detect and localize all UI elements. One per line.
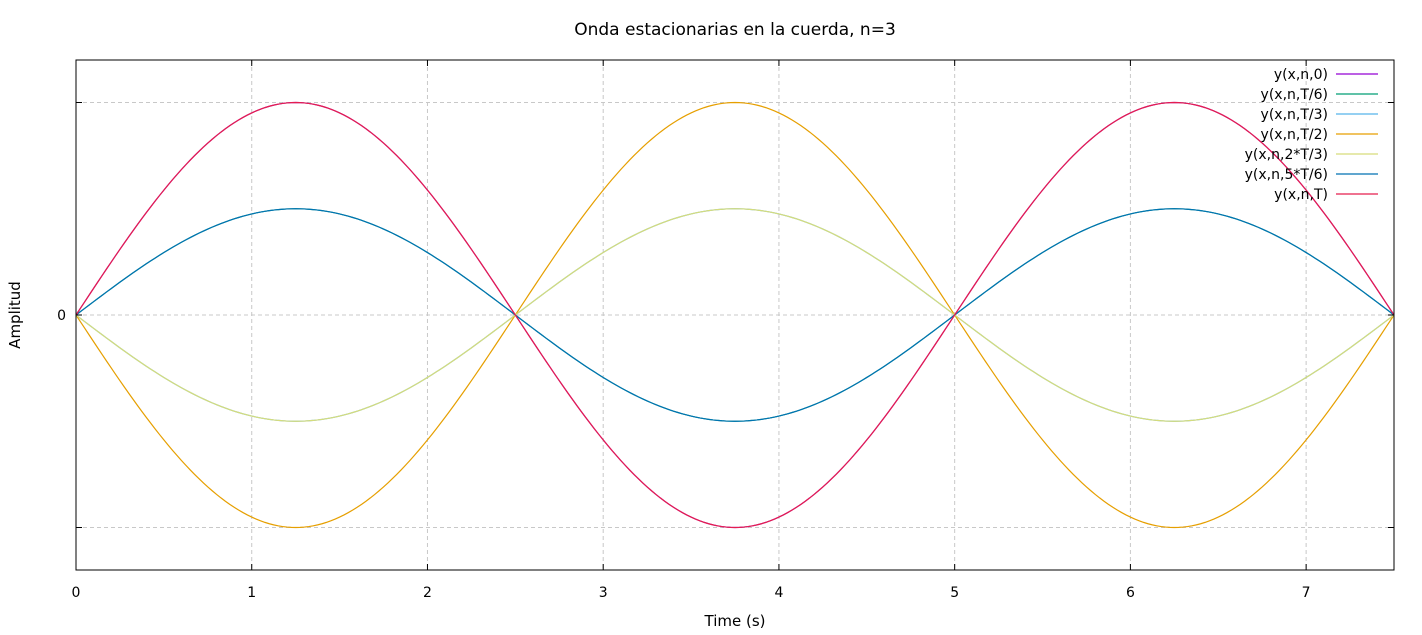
x-tick-label: 6 bbox=[1126, 585, 1135, 601]
series-lines bbox=[75, 101, 1395, 529]
legend-label: y(x,n,T/6) bbox=[1261, 87, 1328, 103]
series-line bbox=[75, 208, 1395, 422]
ticks: 0 1 2 3 4 5 6 7 0 bbox=[57, 60, 1394, 601]
grid bbox=[76, 60, 1394, 570]
x-tick-label: 4 bbox=[774, 585, 783, 601]
x-tick-label: 2 bbox=[423, 585, 432, 601]
legend: y(x,n,0) y(x,n,T/6) y(x,n,T/3) y(x,n,T/2) y(… bbox=[1245, 67, 1378, 203]
legend-label: y(x,n,0) bbox=[1274, 67, 1328, 83]
legend-label: y(x,n,2*T/3) bbox=[1245, 147, 1328, 163]
legend-label: y(x,n,T/3) bbox=[1261, 107, 1328, 123]
series-line bbox=[75, 208, 1395, 422]
x-tick-label: 1 bbox=[247, 585, 256, 601]
series-line bbox=[75, 101, 1395, 529]
x-tick-label: 0 bbox=[72, 585, 81, 601]
legend-label: y(x,n,T/2) bbox=[1261, 127, 1328, 143]
legend-label: y(x,n,5*T/6) bbox=[1245, 167, 1328, 183]
x-tick-label: 7 bbox=[1302, 585, 1311, 601]
y-tick-label: 0 bbox=[57, 308, 66, 324]
y-axis-label: Amplitud bbox=[6, 281, 24, 349]
x-tick-label: 3 bbox=[599, 585, 608, 601]
chart-title: Onda estacionarias en la cuerda, n=3 bbox=[574, 20, 896, 40]
legend-label: y(x,n,T) bbox=[1274, 187, 1328, 203]
series-line bbox=[75, 101, 1395, 529]
x-axis-label: Time (s) bbox=[704, 612, 766, 630]
x-tick-label: 5 bbox=[950, 585, 959, 601]
